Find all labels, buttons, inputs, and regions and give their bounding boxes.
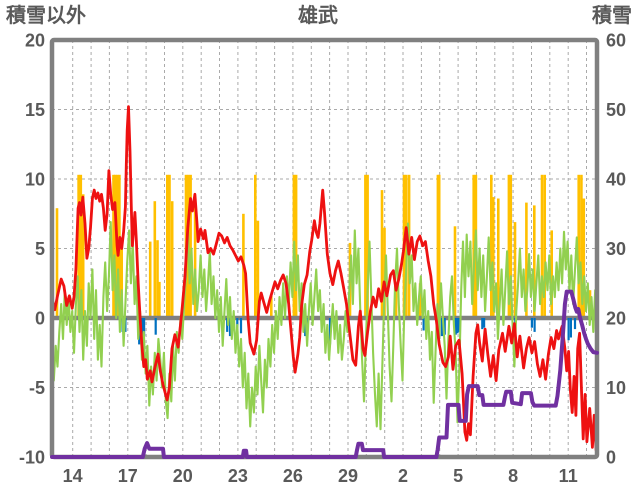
orange-bar-series	[156, 240, 159, 318]
blue-bar-series	[454, 318, 457, 335]
orange-bar-series	[254, 174, 257, 318]
right-tick-label: 10	[606, 378, 626, 398]
orange-bar-series	[582, 198, 586, 318]
orange-bar-series	[168, 174, 171, 318]
blue-bar-series	[422, 318, 425, 331]
left-tick-label: 5	[35, 239, 45, 259]
left-tick-label: 10	[25, 170, 45, 190]
orange-bar-series	[193, 198, 197, 318]
blue-bar-series	[440, 318, 443, 337]
right-tick-label: 20	[606, 309, 626, 329]
x-tick-label: 23	[228, 466, 248, 486]
left-tick-label: -5	[29, 378, 45, 398]
chart-title: 雄武	[298, 5, 338, 27]
blue-bar-series	[154, 318, 157, 335]
x-tick-label: 20	[173, 466, 193, 486]
orange-bar-series	[112, 174, 115, 318]
orange-bar-series	[189, 174, 192, 318]
orange-bar-series	[380, 190, 384, 318]
orange-bar-series	[513, 222, 517, 318]
orange-bar-series	[114, 174, 117, 318]
blue-bar-series	[306, 318, 309, 327]
orange-bar-series	[170, 201, 174, 318]
orange-bar-series	[507, 174, 511, 318]
orange-bar-series	[533, 205, 536, 318]
blue-bar-series	[530, 318, 533, 328]
orange-bar-series	[543, 174, 546, 318]
orange-bar-series	[453, 226, 457, 318]
orange-bar-series	[394, 284, 398, 318]
right-tick-label: 50	[606, 100, 626, 120]
left-tick-label: 0	[35, 309, 45, 329]
orange-bar-series	[158, 281, 161, 318]
right-axis-title: 積雪	[592, 5, 632, 27]
orange-bar-series	[418, 283, 422, 319]
purple-line-series	[50, 289, 599, 459]
orange-bar-series	[55, 208, 59, 318]
orange-bar-series	[77, 174, 80, 318]
x-tick-label: 17	[118, 466, 138, 486]
x-tick-label: 14	[63, 466, 83, 486]
blue-bar-series	[456, 318, 459, 334]
orange-bar-series	[79, 174, 83, 318]
orange-bar-series	[540, 174, 544, 318]
orange-bar-series	[577, 174, 580, 318]
left-tick-label: -10	[19, 448, 45, 468]
orange-bar-series	[580, 174, 583, 318]
blue-bar-series	[228, 318, 232, 337]
left-axis-title: 積雪以外	[6, 5, 86, 27]
x-tick-label: 5	[453, 466, 463, 486]
orange-bar-series	[492, 197, 495, 318]
x-tick-label: 26	[283, 466, 303, 486]
left-tick-label: 20	[25, 31, 45, 51]
orange-bar-series	[497, 198, 500, 318]
orange-bar-series	[256, 220, 260, 318]
left-tick-label: 15	[25, 100, 45, 120]
orange-bar-series	[437, 174, 441, 318]
orange-bar-series	[148, 241, 152, 318]
orange-bar-series	[120, 242, 123, 318]
orange-bar-series	[490, 174, 493, 318]
orange-bar-series	[472, 174, 475, 318]
blue-bar-series	[239, 318, 243, 334]
blue-bar-series	[483, 318, 486, 328]
orange-bar-series	[364, 174, 367, 318]
right-tick-label: 30	[606, 239, 626, 259]
x-tick-label: 2	[398, 466, 408, 486]
orange-bar-series	[153, 201, 157, 318]
orange-bar-series	[270, 295, 273, 318]
orange-bar-series	[550, 230, 553, 318]
right-tick-label: 60	[606, 31, 626, 51]
blue-bar-series	[569, 318, 572, 338]
blue-bar-series	[443, 318, 446, 335]
x-tick-label: 29	[338, 466, 358, 486]
x-tick-label: 11	[559, 466, 578, 486]
orange-bar-series	[525, 202, 528, 318]
blue-bar-series	[533, 318, 536, 332]
blue-bar-series	[481, 318, 484, 330]
orange-bar-series	[81, 194, 85, 318]
right-tick-label: 0	[606, 448, 616, 468]
blue-bar-series	[143, 318, 146, 337]
red-line-series	[50, 105, 598, 452]
blue-bar-series	[573, 318, 577, 330]
right-tick-label: 40	[606, 170, 626, 190]
orange-bar-series	[166, 174, 169, 318]
orange-bar-series	[366, 174, 369, 318]
blue-bar-series	[567, 318, 570, 341]
orange-bar-series	[509, 174, 513, 318]
orange-bar-series	[294, 174, 298, 318]
x-tick-label: 8	[508, 466, 518, 486]
